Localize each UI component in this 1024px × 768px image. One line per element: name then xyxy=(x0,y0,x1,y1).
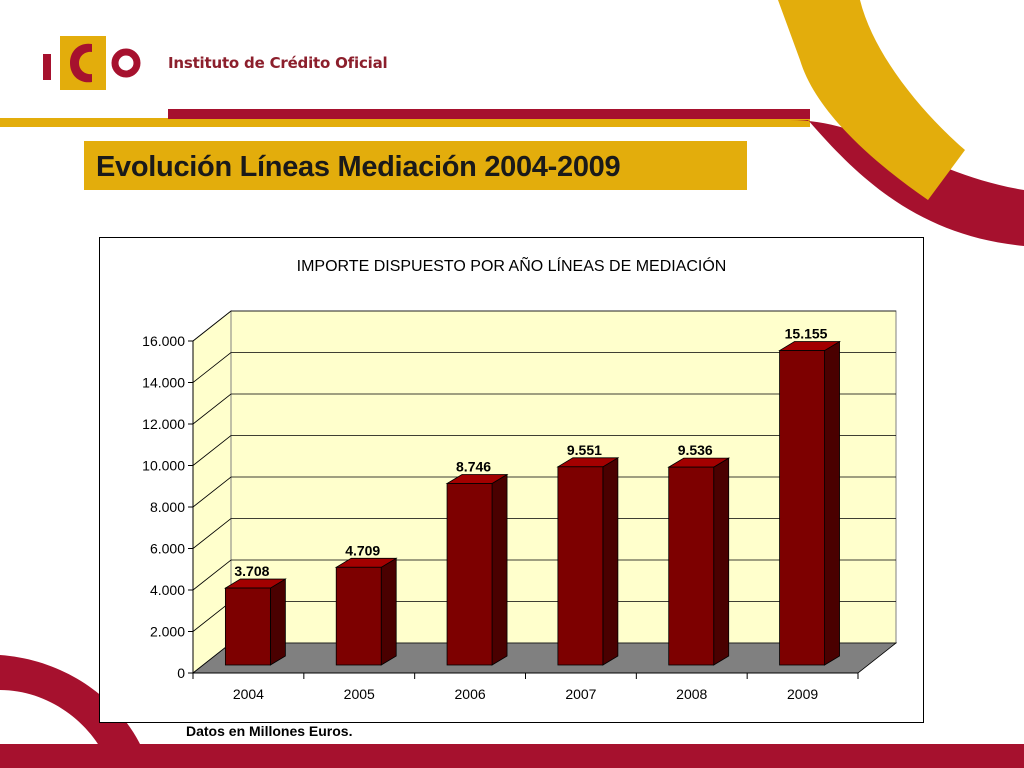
y-tick-label: 14.000 xyxy=(142,375,185,391)
data-label: 4.709 xyxy=(345,542,380,558)
x-tick-label: 2009 xyxy=(787,686,818,702)
crimson-header-stripe xyxy=(168,109,810,119)
data-label: 9.536 xyxy=(678,442,713,458)
bar-side xyxy=(269,578,286,666)
bar xyxy=(668,466,715,666)
bar xyxy=(224,587,271,666)
bar xyxy=(779,350,825,666)
x-tick-label: 2006 xyxy=(455,686,486,702)
y-tick-label: 4.000 xyxy=(150,582,185,598)
y-tick-label: 16.000 xyxy=(142,333,185,349)
y-tick-label: 6.000 xyxy=(150,541,185,557)
logo-c xyxy=(70,43,92,83)
bar-side xyxy=(602,457,619,666)
data-label: 15.155 xyxy=(785,326,828,342)
chart-footnote: Datos en Millones Euros. xyxy=(186,723,353,739)
logo-i xyxy=(43,54,51,80)
gridline xyxy=(192,352,896,383)
x-tick-label: 2007 xyxy=(565,686,596,702)
gold-swoosh-top-right xyxy=(778,0,965,200)
slide-title: Evolución Líneas Mediación 2004-2009 xyxy=(96,151,621,183)
data-label: 3.708 xyxy=(234,563,269,579)
logo-square xyxy=(60,36,106,90)
bar xyxy=(557,466,604,666)
y-tick-label: 10.000 xyxy=(142,458,185,474)
bar-side xyxy=(491,473,508,666)
gridline xyxy=(192,393,896,425)
bar-side xyxy=(713,457,730,666)
y-tick-label: 0 xyxy=(177,665,185,681)
bar xyxy=(446,483,493,666)
x-tick-label: 2008 xyxy=(676,686,707,702)
brand-name: Instituto de Crédito Oficial xyxy=(168,54,388,72)
crimson-footer-band xyxy=(0,744,1024,768)
bar xyxy=(335,566,382,666)
y-tick-label: 2.000 xyxy=(150,624,185,640)
gold-header-stripe xyxy=(0,118,810,127)
x-tick-label: 2004 xyxy=(233,686,264,702)
gridline xyxy=(192,310,896,342)
slide-title-box: Evolución Líneas Mediación 2004-2009 xyxy=(84,141,747,190)
chart-title: IMPORTE DISPUESTO POR AÑO LÍNEAS DE MEDI… xyxy=(296,258,727,275)
bar-side xyxy=(824,340,840,666)
logo-o xyxy=(111,48,141,78)
gridline xyxy=(192,435,896,466)
y-tick-label: 12.000 xyxy=(142,416,185,432)
data-label: 8.746 xyxy=(456,459,491,475)
bar-chart: 0 2.000 4.000 6.000 8.000 10.000 12.000 14.000 1… xyxy=(142,309,898,702)
bar-side xyxy=(380,557,397,666)
y-tick-label: 8.000 xyxy=(150,499,185,515)
data-label: 9.551 xyxy=(567,442,602,458)
x-tick-label: 2005 xyxy=(344,686,375,702)
crimson-swoosh-bottom-left xyxy=(0,655,150,768)
ico-logo xyxy=(43,36,141,90)
